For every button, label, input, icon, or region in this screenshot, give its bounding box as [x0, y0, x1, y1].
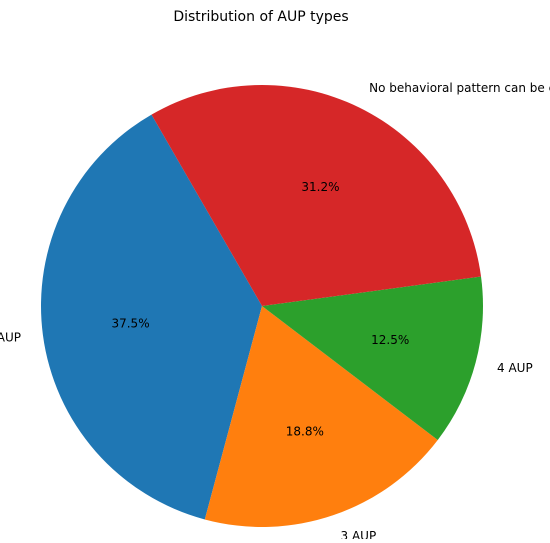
slices-layer — [40, 84, 484, 528]
pie-slice-2 — [204, 306, 438, 528]
slice-percent-label: 37.5% — [111, 316, 149, 330]
slice-percent-label: 12.5% — [371, 333, 409, 347]
pie-slice-4 — [151, 84, 482, 306]
slice-category-label: No behavioral pattern can be extracted — [369, 81, 550, 95]
slice-category-label: 3 AUP — [341, 529, 377, 539]
pie-slice-3 — [262, 276, 484, 440]
pie-slice-1 — [40, 114, 262, 520]
slice-category-label: 2 AUP — [0, 331, 21, 345]
slice-category-label: 4 AUP — [497, 361, 533, 375]
slice-percent-label: 31.2% — [301, 180, 339, 194]
slice-percent-label: 18.8% — [286, 424, 324, 438]
chart-title: Distribution of AUP types — [173, 9, 348, 25]
